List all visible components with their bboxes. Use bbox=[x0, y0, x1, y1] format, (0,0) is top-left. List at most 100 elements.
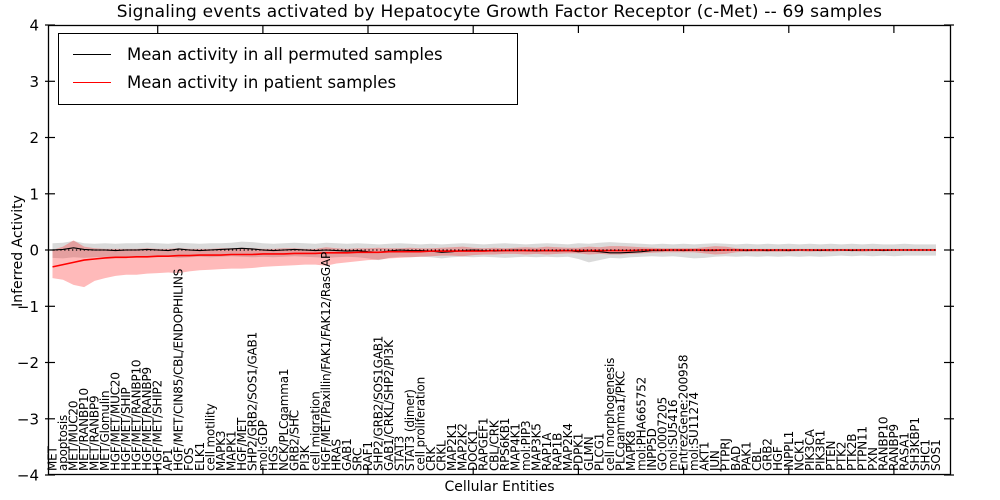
y-tick-label: 2 bbox=[29, 129, 39, 147]
entity-label: RANBP9 bbox=[887, 424, 901, 471]
entity-label: cell morphogenesis bbox=[603, 358, 617, 471]
entity-label: PTK2B bbox=[845, 434, 859, 471]
y-tick-label: −1 bbox=[17, 298, 39, 316]
entity-label: INPPL1 bbox=[782, 431, 796, 471]
legend-item-patient: Mean activity in patient samples bbox=[59, 68, 517, 96]
entity-label: HGF/MET/RANBP9 bbox=[140, 367, 154, 471]
entity-label: CBL/CRK bbox=[487, 419, 501, 471]
entity-label: HGF/MET/RANBP10 bbox=[130, 360, 144, 471]
entity-label: PDPK1 bbox=[571, 433, 585, 471]
patient-confidence-band bbox=[52, 240, 936, 288]
entity-label: MAP2K2 bbox=[456, 423, 470, 471]
legend-label-patient: Mean activity in patient samples bbox=[127, 72, 397, 92]
entity-label: PLCgamma1/PKC bbox=[613, 371, 627, 471]
entity-label: MAPK1 bbox=[224, 431, 238, 471]
permuted-line-swatch bbox=[73, 53, 111, 55]
entity-label: GO:0007205 bbox=[656, 397, 670, 471]
entity-label: PTK2 bbox=[834, 442, 848, 471]
entity-label: MET/Glomulin bbox=[98, 391, 112, 471]
patient-mean-line bbox=[52, 249, 936, 268]
y-ticks: 4 3 2 1 0 −1 −2 −3 −4 bbox=[17, 17, 954, 485]
legend: Mean activity in all permuted samples Me… bbox=[58, 33, 518, 105]
entity-label: SH3KBP1 bbox=[908, 417, 922, 471]
entity-label: mol:PHA665752 bbox=[635, 377, 649, 471]
entity-label: MET/RANBP10 bbox=[77, 388, 91, 471]
entity-label: PI3K bbox=[298, 444, 312, 471]
y-tick-label: −2 bbox=[17, 354, 39, 372]
entity-label: HGF/MET/CIN85/CBL/ENDOPHILINS bbox=[172, 269, 186, 471]
entity-label: JUN bbox=[708, 450, 722, 472]
y-tick-label: −4 bbox=[17, 467, 39, 485]
entity-label: PTEN bbox=[824, 441, 838, 471]
patient-line-swatch bbox=[73, 81, 111, 83]
entity-label: MET bbox=[46, 445, 60, 471]
entity-label: BAD bbox=[729, 446, 743, 471]
entity-label: cell proliferation bbox=[414, 377, 428, 471]
entity-label: HGF/MET/Paxillin/FAK1/FAK12/RasGAP bbox=[319, 252, 333, 471]
entity-label: MET/MUC20 bbox=[67, 401, 81, 471]
entity-label: MAPK3 bbox=[214, 431, 228, 471]
entity-label: PTPN11 bbox=[855, 426, 869, 471]
entity-label: GAB1/CRKL/SHP2/PI3K bbox=[382, 339, 396, 471]
entity-label: RAP1B bbox=[550, 433, 564, 471]
entity-label: PTPRJ bbox=[719, 438, 733, 471]
entity-label: MAP4K1 bbox=[508, 423, 522, 471]
entity-label: FOS bbox=[182, 448, 196, 471]
entity-label: MAP2K4 bbox=[561, 423, 575, 471]
entity-label: CRK bbox=[424, 446, 438, 471]
entity-label: cell migration bbox=[308, 391, 322, 471]
entity-label: DOCK1 bbox=[466, 429, 480, 471]
entity-label: MAP2K1 bbox=[445, 423, 459, 471]
entity-label: HGF/MET/MUC20 bbox=[109, 372, 123, 471]
entity-label: RASA1 bbox=[897, 432, 911, 471]
permuted-confidence-band bbox=[52, 241, 936, 263]
y-tick-label: 4 bbox=[29, 17, 39, 35]
entity-label: RAPGEF1 bbox=[477, 418, 491, 471]
entity-label: SOS1 bbox=[929, 439, 943, 471]
entity-label: RPS6KB1 bbox=[498, 418, 512, 471]
entity-label: mol:PIP3 bbox=[519, 421, 533, 471]
entity-label: STAT3 bbox=[393, 436, 407, 471]
entity-label: SHP2/GRB2/SOS1/GAB1 bbox=[245, 332, 259, 471]
entity-label: GRB2/SHC bbox=[287, 410, 301, 471]
y-tick-label: 0 bbox=[29, 242, 39, 260]
entity-label: PAK1 bbox=[740, 442, 754, 471]
entity-label: CRKL bbox=[435, 440, 449, 471]
entity-label: PIK3CA bbox=[803, 428, 817, 471]
entity-label: NCK1 bbox=[792, 439, 806, 471]
entity-label: RAP1A bbox=[540, 432, 554, 471]
entity-label: EntrezGene:200958 bbox=[677, 355, 691, 471]
x-ticks bbox=[157, 25, 895, 475]
entity-label: PXN bbox=[866, 447, 880, 471]
entity-label: MAPK8 bbox=[624, 431, 638, 471]
entity-label: mol:GDP bbox=[256, 420, 270, 471]
legend-label-permuted: Mean activity in all permuted samples bbox=[127, 44, 443, 64]
entity-label: INPP5D bbox=[645, 428, 659, 471]
y-tick-label: −3 bbox=[17, 410, 39, 428]
entity-label: MAP3K5 bbox=[529, 423, 543, 471]
entity-label: HGF/MET/SHIP bbox=[119, 387, 133, 471]
y-tick-label: 3 bbox=[29, 73, 39, 91]
entity-label: RAF1 bbox=[361, 441, 375, 471]
x-tick-labels: METapoptosisMET/MUC20MET/RANBP10MET/RANB… bbox=[46, 252, 944, 472]
entity-label: RANBP10 bbox=[876, 417, 890, 471]
entity-label: HGS bbox=[266, 446, 280, 471]
entity-label: AKT1 bbox=[698, 442, 712, 471]
entity-label: SHC1 bbox=[918, 439, 932, 471]
entity-label: HGF/MET/SHIP2 bbox=[151, 380, 165, 471]
entity-label: ELK1 bbox=[193, 442, 207, 471]
entity-label: PLCG1 bbox=[592, 433, 606, 471]
entity-label: GRB2 bbox=[761, 438, 775, 471]
entity-label: SRC bbox=[351, 448, 365, 471]
entity-label: HRAS bbox=[329, 439, 343, 471]
entity-label: HGF bbox=[771, 446, 785, 471]
entity-label: GAB1 bbox=[340, 438, 354, 471]
entity-label: cell motility bbox=[203, 403, 217, 471]
x-axis-label: Cellular Entities bbox=[444, 479, 555, 495]
entity-label: PIK3R1 bbox=[813, 430, 827, 471]
entity-label: HGF/MET bbox=[235, 417, 249, 471]
entity-label: MET/RANBP9 bbox=[88, 396, 102, 471]
entity-label: mol:SU5416 bbox=[666, 400, 680, 471]
